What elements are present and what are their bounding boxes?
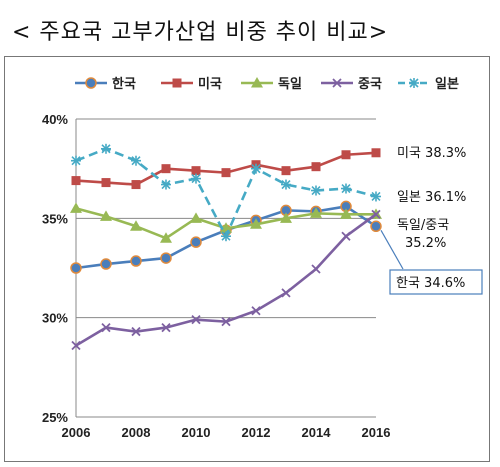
data-point [100,258,112,270]
legend-marker [251,77,263,88]
data-point [71,155,81,166]
y-tick-label: 30% [42,311,68,326]
data-point [281,166,291,176]
data-point [191,173,201,184]
x-tick-label: 2014 [302,425,332,440]
legend-label: 미국 [198,76,222,92]
data-point [160,252,172,264]
legend-label: 한국 [112,76,136,92]
annotation-kr: 한국 34.6% [396,276,465,291]
data-point [281,288,291,298]
data-point [130,220,142,231]
legend-label: 중국 [358,77,382,92]
data-point [311,264,321,274]
data-point [101,143,111,154]
data-point [131,326,141,337]
legend-label: 일본 [435,77,459,92]
data-point [221,168,231,178]
data-point [340,208,352,219]
chart-frame: 25% 30% 35% 40% 2006 2008 2010 2012 2014 2016 한국 미국… [4,56,490,462]
data-point [220,222,232,233]
data-point [280,212,292,223]
data-point [191,315,201,325]
x-tick-label: 2010 [182,425,211,440]
x-tick-label: 2006 [62,425,91,440]
data-point [161,164,171,174]
data-point [371,191,381,202]
data-point [101,178,111,188]
data-point [281,179,291,190]
data-point [371,148,381,158]
data-point [371,209,381,219]
legend-marker [85,77,97,89]
annotation-kr-box [389,269,483,295]
data-point [190,236,202,248]
data-point [161,322,171,333]
data-point [71,340,81,351]
legend-label: 독일 [278,77,302,92]
data-point [370,220,382,233]
annotation-de-cn-value: 35.2% [405,236,446,251]
data-point [310,207,322,218]
data-point [100,210,112,221]
data-point [130,255,142,267]
data-point [70,262,82,274]
data-point [191,166,201,176]
data-point [131,180,141,190]
data-point [311,185,321,196]
data-point [131,155,141,166]
data-point [251,306,261,316]
data-point [221,231,231,242]
annotation-de-cn: 독일/중국 [397,218,449,233]
legend-marker [172,78,182,88]
data-point [221,317,231,327]
data-point [250,218,262,229]
x-tick-label: 2012 [242,425,271,440]
data-point [101,322,111,333]
y-tick-label: 40% [42,112,68,127]
legend-marker [332,78,342,88]
data-point [161,179,171,190]
data-point [160,232,172,243]
x-tick-label: 2008 [122,425,151,440]
data-point [311,162,321,172]
data-point [190,212,202,223]
data-point [251,163,261,174]
data-point [341,150,351,160]
data-point [341,183,351,194]
annotation-kr-arrow [380,229,404,270]
annotation-us: 미국 38.3% [397,146,466,161]
page-title: < 주요국 고부가산업 비중 추이 비교> [12,20,389,45]
data-point [71,176,81,186]
annotation-jp: 일본 36.1% [397,190,466,205]
y-tick-label: 25% [42,410,68,425]
data-point [70,202,82,213]
legend-marker [409,78,419,88]
y-tick-label: 35% [42,211,68,226]
data-point [341,231,351,241]
x-tick-label: 2016 [362,425,391,440]
